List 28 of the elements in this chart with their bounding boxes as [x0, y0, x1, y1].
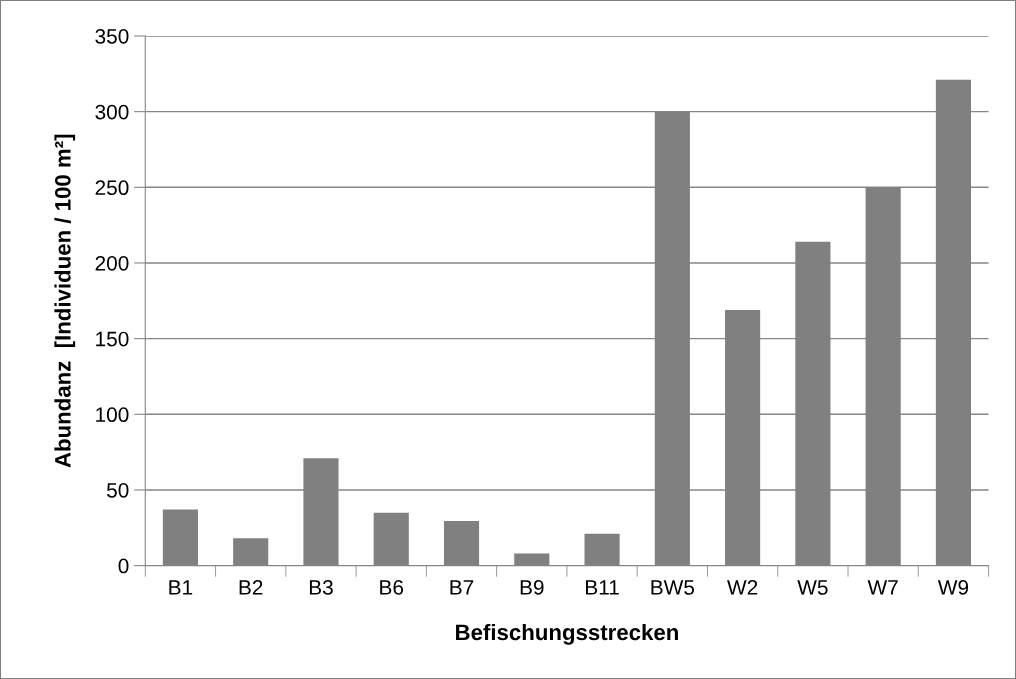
bar — [162, 509, 198, 566]
y-tick-label: 300 — [95, 104, 129, 120]
bar — [514, 553, 550, 566]
x-tick-label: W2 — [727, 580, 758, 595]
x-tick-label: B2 — [239, 580, 263, 595]
x-tick-label: W5 — [797, 580, 828, 595]
x-tick-label: BW5 — [651, 580, 695, 595]
y-axis-title: Abundanz [Individuen / 100 m²] — [54, 134, 76, 468]
y-tick-label: 200 — [95, 255, 129, 271]
x-tick-label: W7 — [867, 580, 898, 595]
x-tick-label: B6 — [380, 580, 404, 595]
bar — [584, 533, 620, 566]
bar — [233, 538, 269, 566]
bar — [373, 512, 409, 566]
x-tick-label: W9 — [937, 580, 969, 595]
y-tick-label: 50 — [106, 482, 129, 498]
y-tick-label: 150 — [96, 331, 129, 347]
y-tick-label: 0 — [118, 558, 129, 574]
bar — [443, 520, 480, 566]
x-tick-label: B11 — [586, 580, 619, 595]
y-tick-label: 100 — [96, 407, 129, 423]
x-axis-title: Befischungsstrecken — [456, 623, 678, 645]
x-tick-label: B9 — [520, 580, 544, 595]
y-tick-label: 250 — [95, 180, 129, 196]
x-tick-label: B1 — [169, 580, 193, 595]
x-tick-label: B7 — [450, 580, 474, 595]
y-tick-label: 350 — [95, 28, 129, 44]
x-tick-label: B3 — [309, 580, 333, 595]
